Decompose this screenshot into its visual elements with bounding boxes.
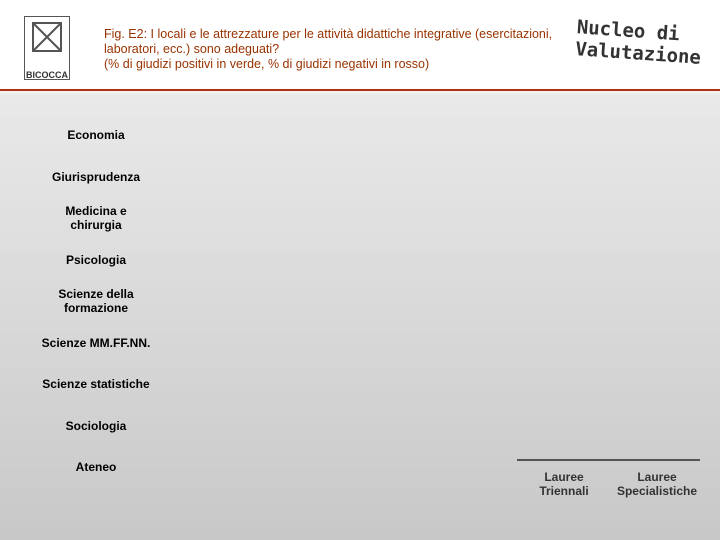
category-label: Sociologia bbox=[65, 418, 127, 433]
title-block: Fig. E2: I locali e le attrezzature per … bbox=[104, 27, 564, 72]
category-label: Scienze MM.FF.NN. bbox=[41, 335, 151, 350]
category-label: Economia bbox=[67, 128, 125, 142]
chart-title: Fig. E2: I locali e le attrezzature per … bbox=[104, 27, 553, 56]
logo-icon: 82,217,879,920,184,016,069,830,264,935,1… bbox=[32, 22, 62, 52]
chart-subtitle: (% di giudizi positivi in verde, % di gi… bbox=[104, 57, 430, 71]
category-label: Lauree Triennali bbox=[539, 470, 589, 498]
category-label: Scienze statistiche bbox=[42, 377, 150, 391]
logo-frame: 82,217,879,920,184,016,069,830,264,935,1… bbox=[24, 16, 70, 80]
category-label: Psicologia bbox=[65, 252, 127, 267]
category-label: Medicina e chirurgia bbox=[65, 204, 127, 232]
category-label: Giurisprudenza bbox=[51, 169, 140, 184]
category-label: Scienze della formazione bbox=[58, 287, 134, 315]
category-label: Ateneo bbox=[75, 460, 117, 474]
logo-text: BICOCCA bbox=[26, 70, 68, 80]
category-label: Lauree Specialistiche bbox=[616, 470, 698, 498]
